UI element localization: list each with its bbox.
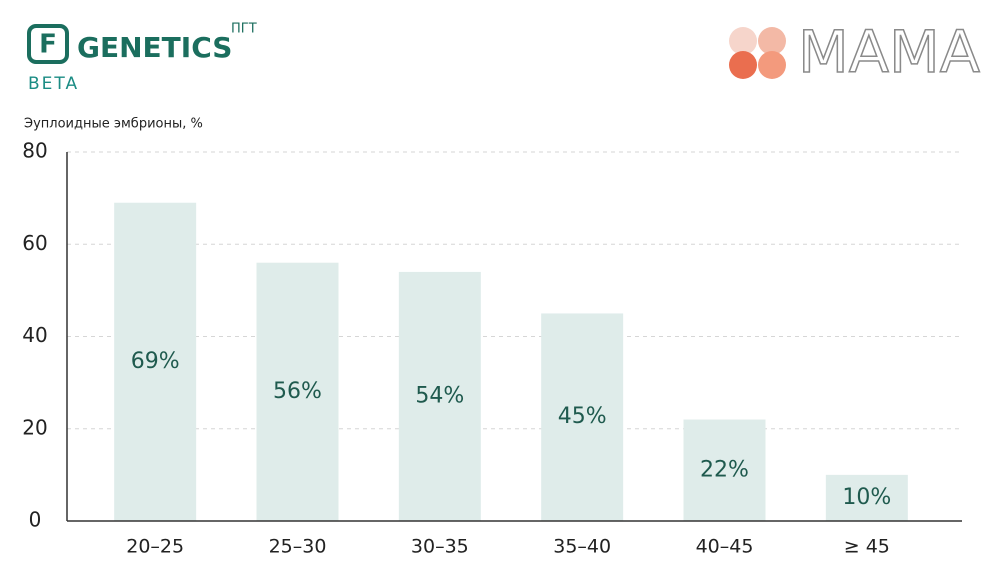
bar (683, 419, 766, 521)
value-label: 45% (558, 404, 607, 429)
y-tick-label: 40 (22, 323, 47, 347)
bar (256, 262, 339, 521)
brand-logo: F GENETICS ПГТ BETA (27, 22, 257, 94)
partner-logo: MAMA (729, 17, 981, 87)
x-tick-label: 20–25 (126, 536, 184, 558)
x-tick-label: 40–45 (696, 536, 754, 558)
logo-letter: F (39, 30, 57, 60)
y-tick-label: 20 (22, 415, 47, 439)
logo-circle (729, 27, 757, 55)
value-label: 10% (842, 485, 891, 510)
logo-circle (729, 51, 757, 79)
y-axis-label: Эуплоидные эмбрионы, % (24, 117, 203, 132)
x-tick-label: 35–40 (553, 536, 611, 558)
value-label: 54% (415, 383, 464, 408)
partner-name: MAMA (798, 18, 980, 86)
x-tick-label: 25–30 (269, 536, 327, 558)
bar (541, 313, 624, 521)
logo-circle (758, 51, 786, 79)
value-label: 69% (131, 349, 180, 374)
x-tick-label: 30–35 (411, 536, 469, 558)
bar (825, 474, 908, 521)
brand-sup: ПГТ (231, 22, 257, 37)
brand-name: GENETICS (77, 31, 232, 64)
bar (114, 202, 197, 522)
value-label: 22% (700, 457, 749, 482)
value-label: 56% (273, 379, 322, 404)
y-tick-label: 0 (29, 508, 42, 532)
logo-circle (758, 27, 786, 55)
y-tick-label: 60 (22, 231, 47, 255)
logo-frame (27, 24, 69, 64)
brand-sub: BETA (28, 74, 79, 94)
bar (398, 271, 481, 521)
y-tick-label: 80 (22, 139, 47, 163)
x-tick-label: ≥ 45 (844, 536, 890, 558)
